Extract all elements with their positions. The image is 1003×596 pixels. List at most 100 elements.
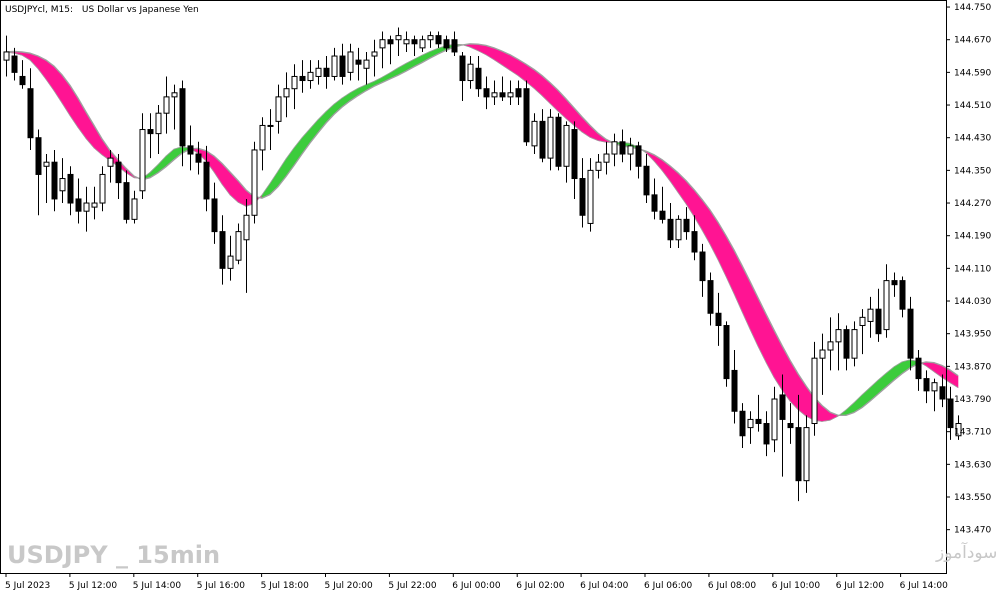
candle [851,321,858,367]
bull-candle-body [403,39,410,45]
bear-candle-body [339,55,346,77]
symbol-label: USDJPYcl, M15: [5,5,73,15]
candle [931,378,938,412]
candle [923,370,930,404]
bull-candle-body [835,329,842,343]
candle [51,149,58,212]
bull-candle-body [283,88,290,98]
candle [507,80,514,106]
bear-candle-body [443,39,450,49]
bear-candle-body [115,161,122,184]
candle [907,296,914,371]
x-tick-label: 6 Jul 10:00 [772,581,821,591]
bear-candle-body [515,88,522,98]
candle [59,158,66,204]
y-tick-label: 144.430 [954,134,991,144]
bear-candle-body [67,173,74,204]
bear-candle-body [499,92,506,98]
candle [915,350,922,391]
bull-candle-body [259,124,266,151]
candle [139,113,146,199]
fast-ma-line [5,43,959,422]
x-tick-label: 5 Jul 18:00 [261,581,310,591]
bull-candle-body [611,141,618,155]
x-tick-label: 5 Jul 14:00 [133,581,182,591]
y-tick-label: 144.270 [954,199,991,209]
candle [747,411,754,444]
bear-candle-body [667,218,674,241]
bear-candle-body [707,280,714,314]
x-tick-label: 5 Jul 12:00 [69,581,118,591]
candle [539,109,546,163]
candle [211,182,218,244]
bull-candle-body [419,39,426,49]
bull-candle-body [107,157,114,167]
bear-candle-body [731,369,738,412]
bull-candle-body [427,35,434,41]
bear-candle-body [211,198,218,233]
bull-candle-body [99,173,106,204]
bull-candle-body [83,202,90,212]
candle [491,80,498,106]
bull-candle-body [819,349,826,359]
bull-candle-body [163,96,170,114]
bull-candle-body [395,35,402,41]
candle [411,35,418,57]
y-tick-label: 144.190 [954,232,991,242]
bear-candle-body [123,182,130,220]
candle [939,374,946,408]
bear-candle-body [451,39,458,53]
candle [731,350,738,424]
candle [91,186,98,220]
bear-candle-body [75,198,82,212]
x-tick-label: 6 Jul 04:00 [580,581,629,591]
bull-candle-body [139,129,146,192]
candle [67,166,74,216]
candle [571,121,578,199]
bear-candle-body [203,161,210,200]
candle [179,80,186,167]
candle [227,235,234,281]
candle [291,64,298,110]
candle [523,80,530,146]
y-tick-label: 144.750 [954,3,991,13]
x-tick-label: 6 Jul 06:00 [644,581,693,591]
candle [475,56,482,97]
plot-frame [0,0,947,574]
x-tick-label: 6 Jul 12:00 [836,581,885,591]
candle [19,60,26,89]
candle [739,403,746,449]
candle [651,178,658,220]
candle [755,394,762,432]
candle [131,190,138,224]
bull-candle-body [331,55,338,77]
bear-candle-body [19,75,26,86]
bull-candle-body [291,75,298,90]
x-tick-label: 6 Jul 00:00 [452,581,501,591]
candle [3,35,10,77]
candle [875,288,882,342]
bear-candle-body [579,178,586,216]
bear-candle-body [523,88,530,143]
candle [451,31,458,57]
bear-candle-body [683,218,690,233]
bear-candle-body [659,210,666,220]
y-tick-label: 144.510 [954,101,991,111]
candle [443,35,450,52]
bear-candle-body [723,325,730,380]
candle [427,31,434,48]
x-tick-label: 5 Jul 2023 [5,581,50,591]
bull-candle-body [491,92,498,98]
candle [467,56,474,89]
bear-candle-body [795,427,802,482]
candle [219,215,226,285]
bear-candle-body [435,35,442,45]
bear-candle-body [947,398,954,429]
bull-candle-body [771,398,778,441]
candle [251,141,258,224]
bear-candle-body [787,423,794,429]
candle [243,198,250,293]
candle [267,109,274,150]
bull-candle-body [859,316,866,327]
